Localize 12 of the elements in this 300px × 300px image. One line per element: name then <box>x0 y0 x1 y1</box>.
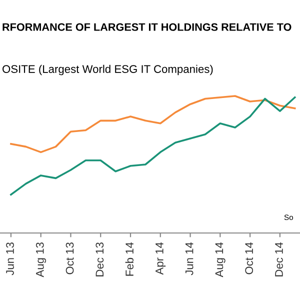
x-tick-label: Dec 14 <box>275 242 283 276</box>
text: OSITE (Largest World ESG IT Companies) <box>2 64 213 76</box>
x-tick-label: Aug 14 <box>215 242 226 278</box>
x-tick-label: Aug 13 <box>36 242 46 278</box>
x-tick-label: Oct 13 <box>66 242 74 274</box>
x-tick-label: Jun 14 <box>186 242 194 276</box>
x-tick-label: Apr 14 <box>156 242 166 275</box>
chart-title: RFORMANCE OF LARGEST IT HOLDINGS RELATIVE TO <box>2 23 292 31</box>
x-tick-label: Feb 14 <box>125 242 134 276</box>
x-tick-label: Jun 13 <box>6 242 14 276</box>
x-tick-label: Oct 14 <box>245 242 254 274</box>
x-tick-label: Dec 13 <box>96 242 104 276</box>
